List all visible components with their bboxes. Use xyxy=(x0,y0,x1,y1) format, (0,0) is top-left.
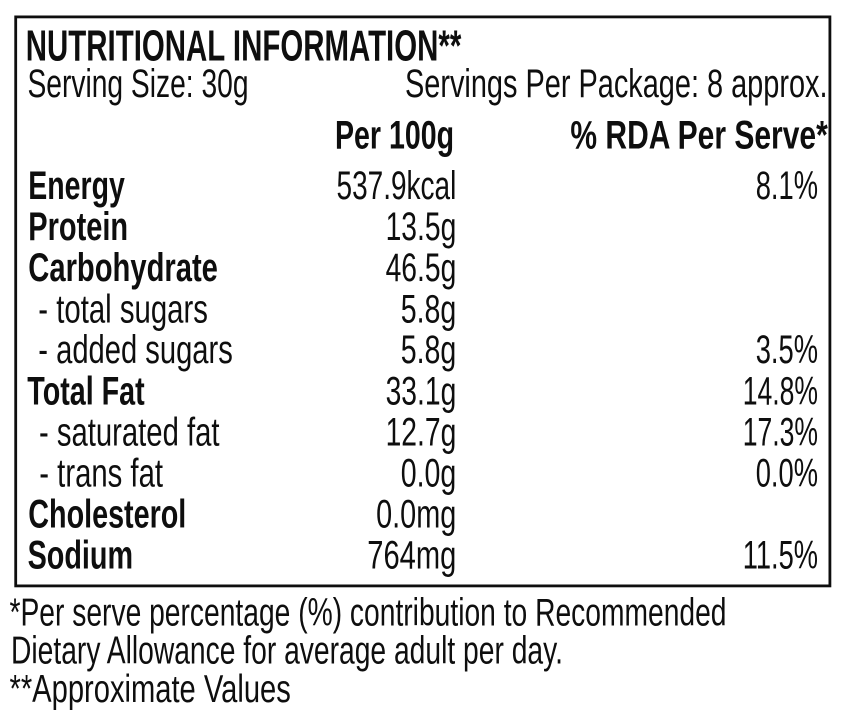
svg-text:- trans fat: - trans fat xyxy=(39,452,163,496)
svg-text:5.8g: 5.8g xyxy=(401,287,457,331)
svg-text:Servings Per Package: 8 approx: Servings Per Package: 8 approx. xyxy=(405,62,828,106)
svg-text:3.5%: 3.5% xyxy=(756,328,818,372)
svg-text:- added sugars: - added sugars xyxy=(38,328,233,372)
svg-text:5.8g: 5.8g xyxy=(401,328,457,372)
svg-text:Cholesterol: Cholesterol xyxy=(28,493,186,537)
svg-text:**Approximate Values: **Approximate Values xyxy=(10,668,291,711)
svg-text:13.5g: 13.5g xyxy=(386,205,457,249)
svg-text:8.1%: 8.1% xyxy=(756,164,818,208)
svg-text:764mg: 764mg xyxy=(367,534,456,578)
svg-text:17.3%: 17.3% xyxy=(743,411,818,455)
svg-text:537.9kcal: 537.9kcal xyxy=(337,164,457,208)
svg-text:- saturated fat: - saturated fat xyxy=(39,411,220,455)
svg-text:% RDA Per Serve*: % RDA Per Serve* xyxy=(570,114,828,158)
svg-text:14.8%: 14.8% xyxy=(743,369,818,413)
svg-text:Dietary Allowance for average: Dietary Allowance for average adult per … xyxy=(11,630,563,673)
svg-text:- total sugars: - total sugars xyxy=(38,287,208,331)
svg-text:Sodium: Sodium xyxy=(28,534,134,578)
svg-text:Total Fat: Total Fat xyxy=(27,369,144,413)
svg-text:0.0mg: 0.0mg xyxy=(376,493,456,537)
svg-text:33.1g: 33.1g xyxy=(386,369,457,413)
svg-text:46.5g: 46.5g xyxy=(386,246,457,290)
svg-text:12.7g: 12.7g xyxy=(386,411,457,455)
svg-text:11.5%: 11.5% xyxy=(743,534,818,578)
svg-text:Carbohydrate: Carbohydrate xyxy=(28,246,218,290)
svg-text:NUTRITIONAL INFORMATION**: NUTRITIONAL INFORMATION** xyxy=(26,22,462,71)
svg-text:Serving Size: 30g: Serving Size: 30g xyxy=(28,62,249,106)
svg-text:Energy: Energy xyxy=(28,164,125,208)
svg-text:Protein: Protein xyxy=(28,205,128,249)
svg-text:*Per serve percentage (%) cont: *Per serve percentage (%) contribution t… xyxy=(10,592,727,635)
svg-text:Per 100g: Per 100g xyxy=(335,114,454,158)
svg-text:0.0%: 0.0% xyxy=(756,452,818,496)
svg-text:0.0g: 0.0g xyxy=(401,452,457,496)
